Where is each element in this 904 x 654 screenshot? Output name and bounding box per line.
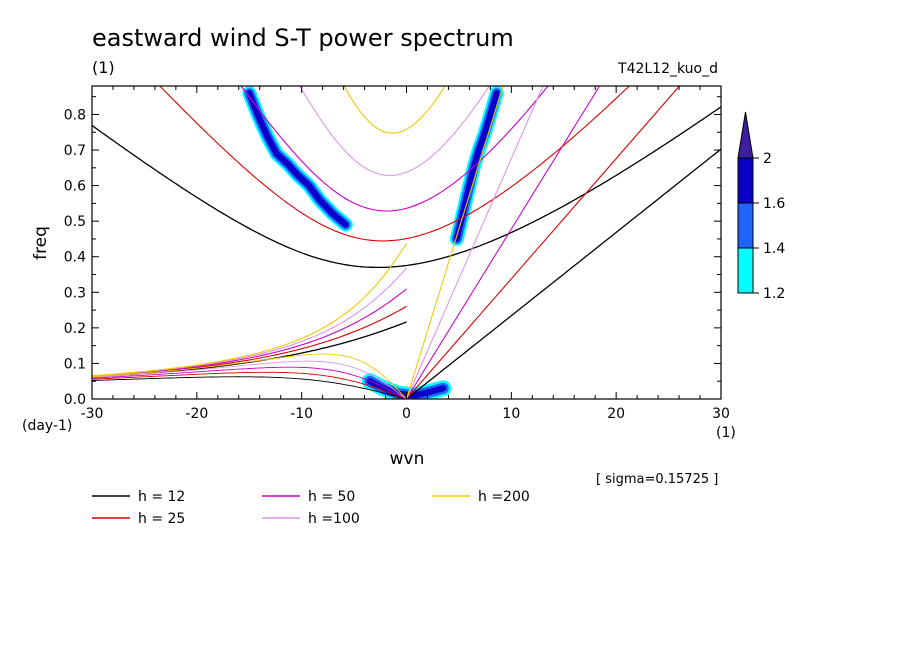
kelvin-curve-h25 <box>406 86 681 399</box>
x-tick-label: -20 <box>185 406 208 422</box>
rossby-curve-h12 <box>92 376 407 399</box>
kelvin-curve-h12 <box>406 148 721 399</box>
colorbar-label: 1.2 <box>763 286 785 302</box>
ig-curve-h25 <box>159 86 631 242</box>
chart-subtitle: (1) <box>92 58 115 77</box>
chart-title: eastward wind S-T power spectrum <box>92 24 514 52</box>
kelvin-curve-h200 <box>405 86 504 399</box>
x-tick-label: -10 <box>290 406 313 422</box>
x-tick-label: 20 <box>607 406 625 422</box>
rossby-curve-h25 <box>92 371 407 399</box>
y-tick-label: 0.5 <box>64 214 86 230</box>
colorbar-extend-arrow <box>737 111 754 159</box>
mrg-curve-h200 <box>92 243 407 377</box>
rossby-curve-h200 <box>92 353 407 399</box>
y-tick-label: 0.4 <box>64 250 86 266</box>
x-axis-label: wvn <box>390 449 425 469</box>
rossby-curve-h100 <box>92 360 407 399</box>
y-tick-label: 0.6 <box>64 179 86 195</box>
legend-label: h =200 <box>478 489 530 505</box>
kelvin-curve-h100 <box>405 86 544 399</box>
colorbar-label: 1.4 <box>763 241 785 257</box>
legend-label: h = 25 <box>138 511 185 527</box>
x-tick-label: 30 <box>712 406 730 422</box>
spectral-bands <box>242 86 504 399</box>
y-tick-label: 0.0 <box>64 392 86 408</box>
y-tick-label: 0.8 <box>64 107 86 123</box>
kelvin-curve-h50 <box>406 86 601 399</box>
y-tick-label: 0.1 <box>64 356 86 372</box>
colorbar: 1.2 1.4 1.6 2 <box>737 111 785 302</box>
legend-label: h =100 <box>308 511 360 527</box>
y-axis-label: freq <box>31 226 51 260</box>
ig-curve-h12 <box>92 106 721 269</box>
y-tick-label: 0.7 <box>64 143 86 159</box>
sigma-note: [ sigma=0.15725 ] <box>596 472 718 487</box>
x-tick-label: -30 <box>81 406 104 422</box>
colorbar-label: 2 <box>763 151 772 167</box>
ig-curve-h200 <box>343 86 446 134</box>
legend-label: h = 12 <box>138 489 185 505</box>
run-label: T42L12_kuo_d <box>617 61 718 77</box>
spectral-band-1-level-2 <box>453 90 500 242</box>
rossby-curve-h50 <box>92 366 407 399</box>
y-tick-label: 0.2 <box>64 321 86 337</box>
y-unit-label: (day-1) <box>22 418 72 434</box>
colorbar-label: 1.6 <box>763 196 785 212</box>
x-tick-label: 10 <box>502 406 520 422</box>
colorbar-segment-0 <box>737 247 754 294</box>
spectral-band-0-level-2 <box>246 90 349 228</box>
legend-label: h = 50 <box>308 489 355 505</box>
axis-ticks: -30 -20 -10 0 10 20 30 0.0 0.1 0.2 0.3 0.4 0.5 0.6 0.7… <box>64 86 730 422</box>
ig-curve-h100 <box>299 86 490 176</box>
legend: h = 12 h = 25 h = 50 h =100 h =200 <box>92 489 530 527</box>
plot-area: -30 -20 -10 0 10 20 30 0.0 0.1 0.2 0.3 0.4 0.5 0.6 0.7… <box>64 85 730 422</box>
mrg-curve-h25 <box>92 305 407 378</box>
plot-frame <box>91 85 722 400</box>
y-tick-label: 0.3 <box>64 285 86 301</box>
colorbar-segment-2 <box>737 157 754 204</box>
x-unit-label: (1) <box>716 425 736 441</box>
dispersion-curves <box>92 86 721 399</box>
x-tick-label: 0 <box>402 406 411 422</box>
colorbar-segment-1 <box>737 202 754 249</box>
ig-curve-h50 <box>240 86 549 212</box>
